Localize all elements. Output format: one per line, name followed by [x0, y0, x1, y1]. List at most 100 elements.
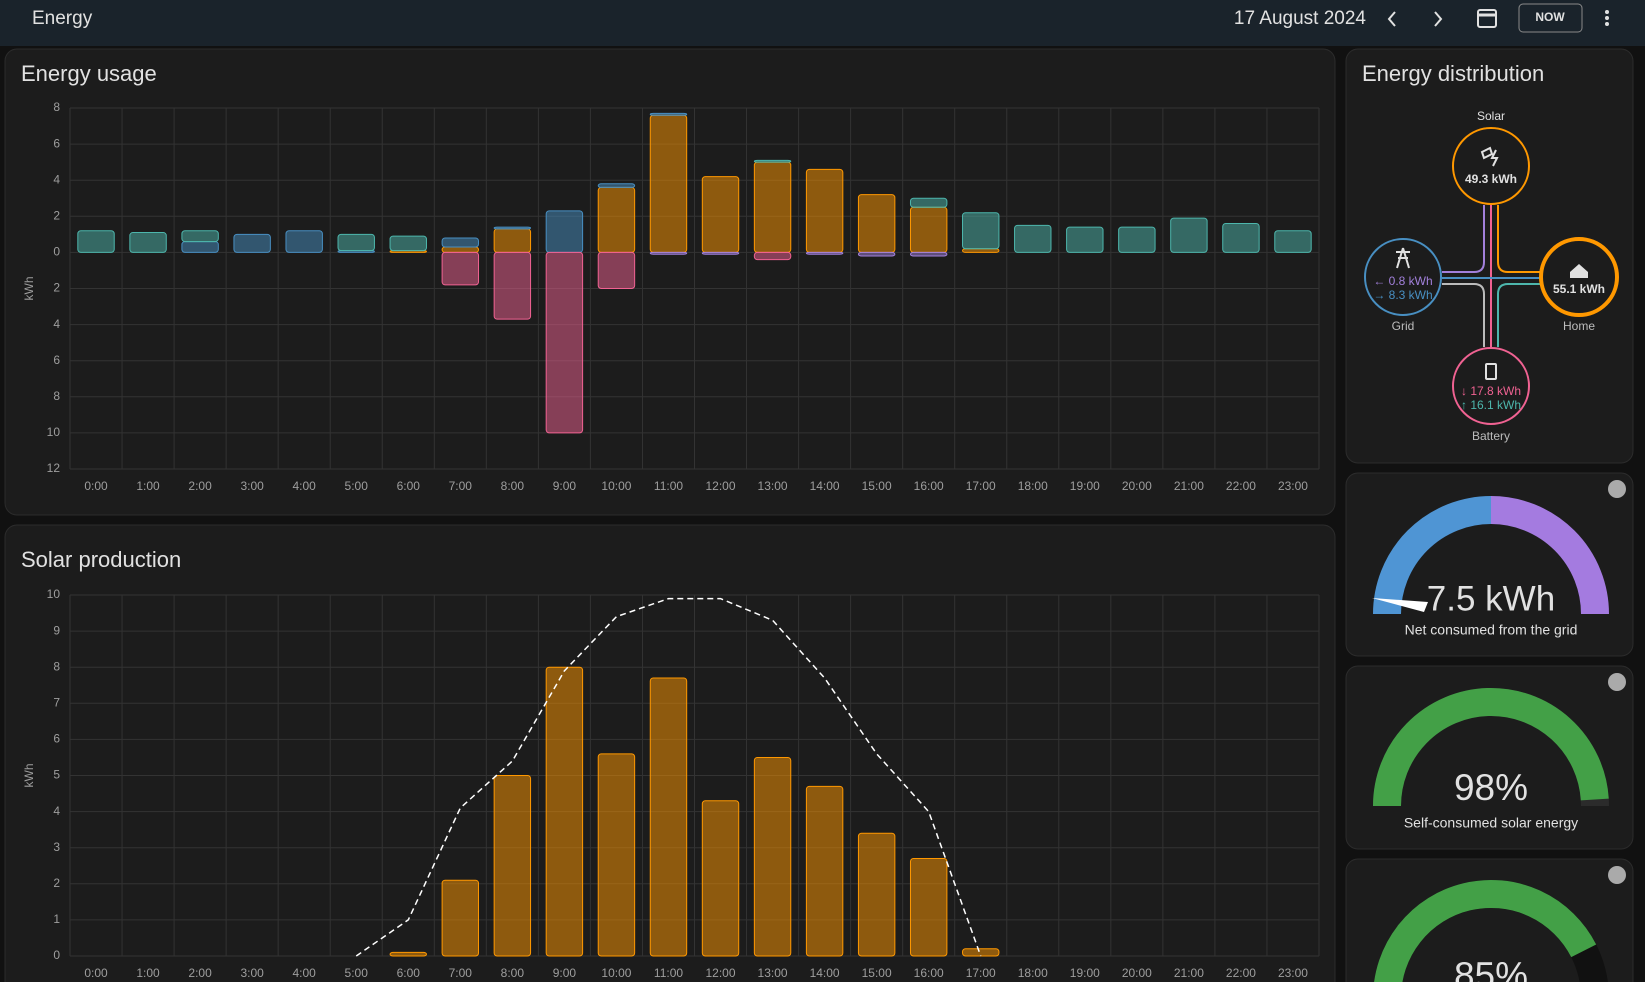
- x-tick-label: 5:00: [345, 966, 369, 980]
- now-button[interactable]: [1518, 3, 1583, 33]
- x-tick-label: 23:00: [1278, 479, 1308, 493]
- usage-card: [4, 48, 1336, 516]
- grid-icon: [1396, 247, 1410, 269]
- bar: [857, 251, 896, 257]
- bar: [909, 858, 948, 957]
- calendar-icon: [1477, 9, 1497, 28]
- grid-node[interactable]: [1364, 238, 1442, 316]
- x-tick-label: 12:00: [706, 479, 736, 493]
- card-title: Solar production: [21, 547, 181, 572]
- x-tick-label: 9:00: [553, 966, 577, 980]
- node-label: Battery: [1472, 429, 1510, 443]
- y-tick-label: 2: [53, 876, 60, 890]
- bar: [389, 951, 427, 957]
- bar: [597, 251, 636, 289]
- bar: [857, 194, 896, 253]
- node-value: → 8.3 kWh: [1373, 288, 1432, 302]
- info-icon[interactable]: [1608, 866, 1626, 884]
- card-title: Energy usage: [21, 61, 157, 86]
- next-button[interactable]: [1434, 11, 1443, 27]
- bar: [597, 183, 636, 188]
- node-label: Grid: [1392, 319, 1415, 333]
- x-tick-label: 13:00: [758, 966, 788, 980]
- bar: [1118, 226, 1156, 253]
- calendar-button[interactable]: [1477, 9, 1497, 28]
- y-tick-label: 5: [53, 768, 60, 782]
- bar: [545, 251, 584, 434]
- flow-solar-home: [1497, 205, 1540, 273]
- node-label: Home: [1563, 319, 1595, 333]
- y-tick-label: 9: [53, 623, 60, 637]
- battery-node[interactable]: [1452, 347, 1530, 425]
- x-tick-label: 19:00: [1070, 966, 1100, 980]
- bar: [597, 753, 636, 957]
- y-tick-label: 6: [53, 353, 60, 367]
- x-tick-label: 3:00: [240, 479, 264, 493]
- y-tick-label: 0: [53, 948, 60, 962]
- x-tick-label: 5:00: [345, 479, 369, 493]
- bar: [962, 248, 1000, 253]
- gauge-label: Self-consumed solar energy: [1404, 815, 1578, 831]
- node-value: ↓ 17.8 kWh: [1461, 384, 1521, 398]
- gauge-arc: [1373, 687, 1609, 807]
- y-tick-label: 4: [53, 172, 60, 186]
- x-tick-label: 18:00: [1018, 479, 1048, 493]
- bar: [649, 114, 688, 253]
- gauge-arc-consumed: [1373, 496, 1492, 615]
- x-tick-label: 23:00: [1278, 966, 1308, 980]
- flow-solar-grid: [1442, 205, 1485, 273]
- menu-button[interactable]: [1605, 10, 1609, 26]
- x-tick-label: 15:00: [862, 966, 892, 980]
- gauge-label: Net consumed from the grid: [1405, 622, 1578, 638]
- bar: [909, 206, 948, 253]
- info-icon[interactable]: [1608, 673, 1626, 691]
- bar: [545, 210, 584, 253]
- y-tick-label: 8: [53, 389, 60, 403]
- node-value: 49.3 kWh: [1465, 172, 1517, 186]
- x-tick-label: 18:00: [1018, 966, 1048, 980]
- info-icon[interactable]: [1608, 480, 1626, 498]
- x-tick-label: 1:00: [136, 479, 160, 493]
- bar: [753, 159, 792, 163]
- x-tick-label: 2:00: [188, 479, 212, 493]
- home-icon: [1570, 264, 1588, 278]
- bar: [962, 212, 1000, 250]
- node-value: 55.1 kWh: [1553, 282, 1605, 296]
- x-tick-label: 14:00: [810, 479, 840, 493]
- bar: [493, 775, 532, 957]
- x-tick-label: 1:00: [136, 966, 160, 980]
- bar: [909, 197, 948, 208]
- bar: [701, 800, 740, 957]
- x-tick-label: 14:00: [810, 966, 840, 980]
- x-tick-label: 0:00: [84, 966, 108, 980]
- bar: [545, 666, 584, 957]
- forecast-line: [355, 597, 982, 957]
- x-tick-label: 15:00: [862, 479, 892, 493]
- y-tick-label: 12: [47, 461, 61, 475]
- bar: [441, 251, 480, 286]
- x-tick-label: 22:00: [1226, 966, 1256, 980]
- bar: [77, 230, 115, 253]
- previous-button[interactable]: [1387, 11, 1396, 27]
- bar: [441, 246, 480, 253]
- y-tick-label: 4: [53, 317, 60, 331]
- y-tick-label: 8: [53, 659, 60, 673]
- bar: [857, 832, 896, 957]
- x-tick-label: 4:00: [293, 966, 317, 980]
- y-tick-label: 6: [53, 136, 60, 150]
- flows: [1442, 205, 1540, 347]
- x-tick-label: 7:00: [449, 966, 473, 980]
- bar: [962, 948, 1000, 957]
- distribution-card: [1345, 48, 1634, 464]
- solar-node[interactable]: [1452, 127, 1530, 205]
- bar: [701, 251, 740, 255]
- x-tick-label: 20:00: [1122, 479, 1152, 493]
- bar: [909, 251, 948, 257]
- y-tick-label: 10: [47, 587, 61, 601]
- bar: [597, 186, 636, 253]
- x-tick-label: 8:00: [501, 966, 525, 980]
- x-tick-label: 13:00: [758, 479, 788, 493]
- flow-battery-home: [1497, 283, 1540, 347]
- x-tick-label: 21:00: [1174, 966, 1204, 980]
